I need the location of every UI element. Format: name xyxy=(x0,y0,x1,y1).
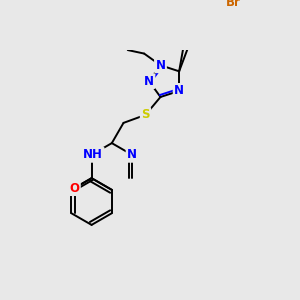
Text: N: N xyxy=(144,75,154,88)
Text: N: N xyxy=(155,59,166,72)
Text: NH: NH xyxy=(83,148,103,161)
Text: N: N xyxy=(174,84,184,98)
Text: N: N xyxy=(127,148,137,161)
Text: Br: Br xyxy=(226,0,241,9)
Text: O: O xyxy=(69,182,80,195)
Text: S: S xyxy=(141,108,150,122)
